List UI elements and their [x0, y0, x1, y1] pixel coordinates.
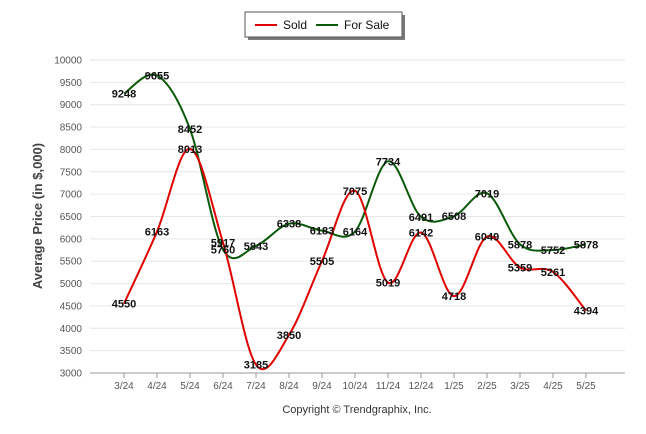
data-label-for-sale: 6164 — [343, 227, 368, 239]
x-tick-label: 3/25 — [510, 381, 530, 392]
x-tick-label: 4/25 — [543, 381, 563, 392]
y-tick-label: 8500 — [60, 123, 83, 134]
x-tick-label: 12/24 — [408, 381, 433, 392]
y-tick-label: 10000 — [54, 56, 82, 67]
y-tick-label: 5000 — [60, 279, 83, 290]
data-label-sold: 4718 — [442, 291, 466, 303]
x-tick-label: 1/25 — [444, 381, 464, 392]
grid — [90, 59, 625, 374]
x-axis-ticks: 3/24 4/24 5/24 6/24 7/24 8/24 9/24 10/24 11/24 12… — [114, 373, 596, 392]
x-tick-label: 9/24 — [312, 381, 332, 392]
data-label-sold: 4550 — [112, 299, 136, 311]
y-tick-label: 9000 — [60, 100, 83, 111]
data-label-for-sale: 9655 — [145, 70, 169, 82]
y-tick-label: 5500 — [60, 257, 83, 268]
y-tick-label: 8000 — [60, 145, 83, 156]
data-label-for-sale: 5878 — [574, 239, 598, 251]
data-label-sold: 7075 — [343, 186, 367, 198]
series-layer — [123, 73, 587, 371]
data-label-for-sale: 6508 — [442, 211, 466, 223]
x-tick-label: 4/24 — [147, 381, 167, 392]
data-label-for-sale: 5760 — [211, 245, 235, 257]
x-tick-label: 10/24 — [342, 381, 367, 392]
data-label-for-sale: 7019 — [475, 188, 499, 200]
y-tick-label: 9500 — [60, 78, 83, 89]
data-label-for-sale: 6491 — [409, 212, 433, 224]
data-label-sold: 5261 — [541, 267, 565, 279]
x-tick-label: 8/24 — [279, 381, 299, 392]
series-line-sold — [123, 147, 587, 371]
x-tick-label: 7/24 — [246, 381, 266, 392]
x-tick-label: 2/25 — [477, 381, 497, 392]
data-label-for-sale: 5752 — [541, 245, 565, 257]
legend: Sold For Sale — [244, 11, 405, 40]
legend-label-sold: Sold — [283, 18, 307, 32]
y-tick-label: 6000 — [60, 234, 83, 245]
data-label-sold: 3850 — [277, 330, 301, 342]
data-label-for-sale: 5843 — [244, 241, 268, 253]
data-label-sold: 5917 — [211, 238, 235, 250]
data-label-sold: 6142 — [409, 228, 433, 240]
data-labels: 4550 6163 8013 5917 3185 3850 5505 7075 5019 6142… — [112, 70, 599, 371]
data-label-for-sale: 6183 — [310, 226, 334, 238]
x-tick-label: 11/24 — [376, 381, 401, 392]
data-label-sold: 6049 — [475, 232, 499, 244]
data-label-for-sale: 7734 — [376, 156, 401, 168]
y-axis-label: Average Price (in $,000) — [30, 143, 45, 289]
copyright-credit: Copyright © Trendgraphix, Inc. — [282, 404, 431, 416]
x-tick-label: 5/25 — [576, 381, 596, 392]
data-label-sold: 5359 — [508, 263, 532, 275]
data-label-sold: 4394 — [574, 306, 599, 318]
data-label-sold: 3185 — [244, 360, 268, 372]
data-label-sold: 5019 — [376, 278, 400, 290]
y-tick-label: 4500 — [60, 301, 83, 312]
data-label-for-sale: 5878 — [508, 239, 532, 251]
y-tick-label: 7000 — [60, 190, 83, 201]
data-label-sold: 5505 — [310, 256, 334, 268]
y-tick-label: 3000 — [60, 369, 83, 380]
legend-label-for-sale: For Sale — [344, 18, 390, 32]
x-tick-label: 6/24 — [213, 381, 233, 392]
data-label-for-sale: 6338 — [277, 219, 301, 231]
data-label-sold: 8013 — [178, 144, 202, 156]
data-label-sold: 6163 — [145, 227, 169, 239]
y-tick-label: 6500 — [60, 212, 83, 223]
x-tick-label: 3/24 — [114, 381, 134, 392]
data-label-for-sale: 8452 — [178, 124, 202, 136]
series-line-for-sale — [123, 73, 587, 260]
data-label-for-sale: 9248 — [112, 89, 136, 101]
y-tick-label: 3500 — [60, 346, 83, 357]
y-tick-label: 7500 — [60, 167, 83, 178]
y-tick-label: 4000 — [60, 324, 83, 335]
y-axis-ticks: 3000 3500 4000 4500 5000 5500 6000 6500 7000 7500… — [54, 56, 82, 380]
x-tick-label: 5/24 — [180, 381, 200, 392]
